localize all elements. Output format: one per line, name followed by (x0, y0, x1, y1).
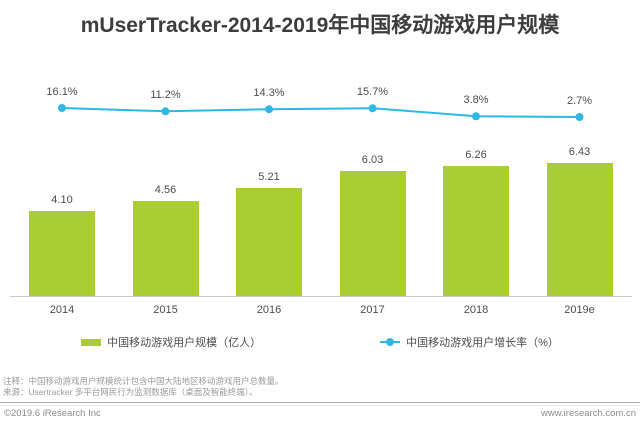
chart-area: 4.10 2014 16.1% 4.56 2015 11.2% 5.21 2016 14.3% 6… (10, 86, 632, 316)
chart-legend: 中国移动游戏用户规模（亿人） 中国移动游戏用户增长率（%） (0, 334, 640, 350)
line-point-2018 (472, 112, 480, 121)
line-value-label-2018: 3.8% (463, 94, 489, 107)
footer-bar: ©2019.6 iResearch Inc www.iresearch.com.… (0, 408, 640, 419)
copyright-text: ©2019.6 iResearch Inc (4, 408, 101, 419)
bar-value-label-2015: 4.56 (154, 184, 177, 197)
line-series-marker-icon (380, 337, 401, 347)
line-point-2017 (368, 104, 377, 113)
x-axis-label-2014: 2014 (49, 304, 75, 316)
line-point-2016 (265, 105, 273, 114)
legend-item-line: 中国移动游戏用户增长率（%） (380, 334, 559, 350)
growth-rate-line (58, 104, 584, 122)
line-value-label-2019e: 2.7% (566, 95, 593, 107)
page-title: mUserTracker-2014-2019年中国移动游戏用户规模 (80, 14, 560, 37)
x-axis-line (10, 296, 632, 297)
x-axis-label-2017: 2017 (360, 304, 385, 316)
bar-2017 (339, 170, 406, 296)
footnotes: 注释：中国移动游戏用户规模统计包含中国大陆地区移动游戏用户总数量。 来源：Use… (3, 376, 633, 398)
bar-value-label-2016: 5.21 (258, 170, 280, 183)
bar-2019e (546, 162, 613, 296)
legend-item-bar: 中国移动游戏用户规模（亿人） (81, 334, 261, 350)
x-axis-label-2016: 2016 (256, 304, 282, 316)
bar-value-label-2019e: 6.43 (568, 145, 591, 158)
footnote-source: 来源：Usertracker 多平台网民行为监测数据库（桌面及智能终端）。 (3, 387, 258, 397)
line-point-2014 (58, 104, 66, 112)
x-axis-label-2015: 2015 (153, 304, 178, 316)
footnote-definition: 注释：中国移动游戏用户规模统计包含中国大陆地区移动游戏用户总数量。 (3, 376, 284, 386)
bar-series-swatch-icon (81, 338, 102, 346)
footer-divider (0, 402, 640, 406)
bar-value-label-2018: 6.26 (465, 149, 487, 162)
bar-2014 (29, 211, 95, 296)
line-value-label-2015: 11.2% (150, 89, 181, 102)
line-value-label-2016: 14.3% (253, 87, 285, 100)
bar-2016 (236, 187, 302, 296)
bar-value-label-2017: 6.03 (361, 153, 384, 166)
legend-bar-label: 中国移动游戏用户规模（亿人） (107, 337, 262, 349)
bar-value-label-2014: 4.10 (51, 194, 73, 206)
line-point-2015 (161, 107, 170, 116)
bar-2018 (443, 166, 509, 296)
x-axis-label-2019e: 2019e (564, 304, 595, 316)
line-value-label-2017: 15.7% (356, 86, 389, 99)
x-axis-label-2018: 2018 (463, 304, 489, 316)
line-point-2019e (575, 113, 584, 122)
bar-2015 (132, 201, 199, 296)
legend-line-label: 中国移动游戏用户增长率（%） (406, 337, 559, 349)
line-value-label-2014: 16.1% (46, 86, 78, 98)
website-link[interactable]: www.iresearch.com.cn (540, 408, 636, 419)
